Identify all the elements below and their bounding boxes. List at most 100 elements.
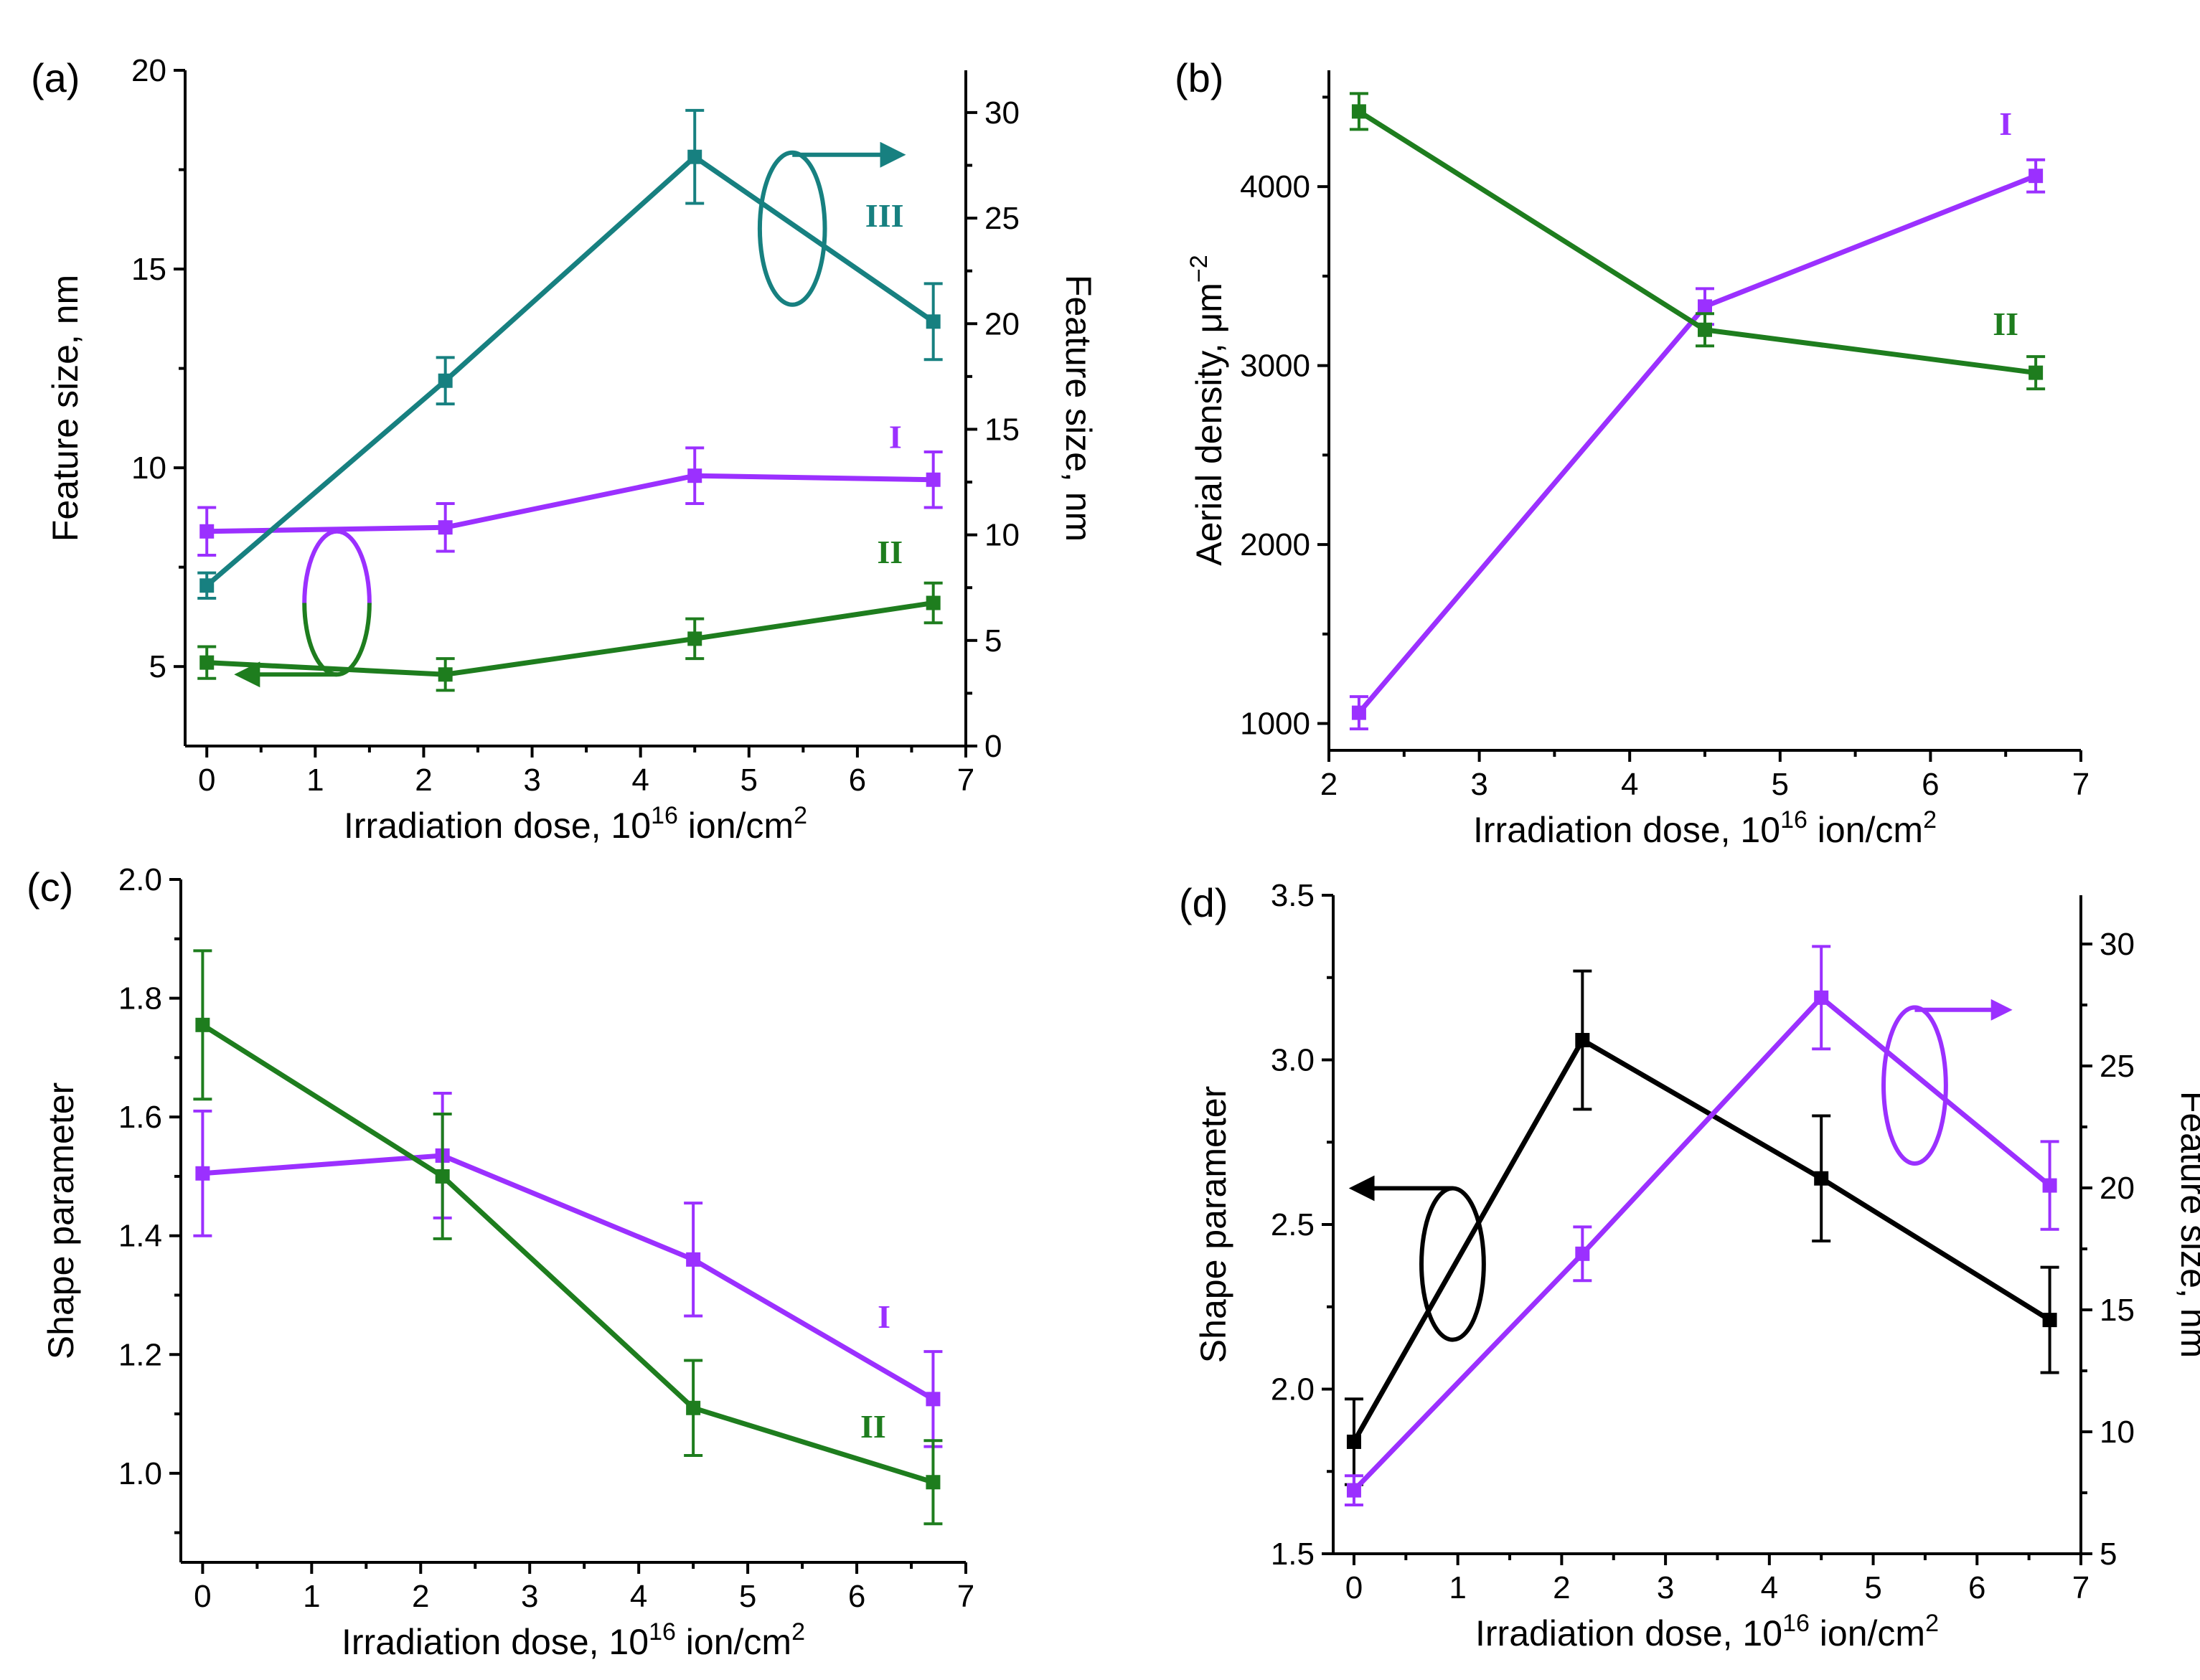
series-shape (1344, 969, 2059, 1486)
data-point (2029, 169, 2044, 184)
series-label: II (860, 1408, 886, 1445)
axis-annotation (1881, 999, 2013, 1166)
series-label: I (889, 418, 902, 455)
y-axis-title-sup: −2 (1185, 255, 1213, 283)
data-point (2029, 365, 2044, 380)
y-tick-label: 4000 (1240, 169, 1310, 204)
series-label: III (865, 197, 904, 234)
x-axis-title-unit-sup: 2 (1925, 1610, 1939, 1637)
series-label: II (1993, 306, 2018, 342)
y-tick-label: 2.5 (1271, 1207, 1315, 1242)
data-point (195, 1017, 210, 1032)
x-tick-label: 7 (2072, 767, 2089, 802)
panel-a: 0 1 2 3 4 5 6 7 5 10 15 20 0 5 10 15 20 25 30 Irradiation d… (31, 53, 1099, 846)
x-tick-label: 2 (412, 1579, 429, 1614)
series-label: I (1999, 105, 2012, 142)
y-tick-label: 20 (131, 53, 166, 88)
y-axis-title-text: Feature size, nm (45, 275, 85, 542)
y-right-axis-title: Feature size, nm (2173, 1091, 2200, 1358)
x-tick-label: 3 (521, 1579, 538, 1614)
x-axis-title-sup: 16 (651, 802, 678, 829)
x-tick-label: 2 (415, 763, 432, 798)
series-line (1357, 173, 2037, 714)
data-point (686, 1400, 701, 1415)
panel-c: 0 1 2 3 4 5 6 7 1.0 1.2 1.4 1.6 1.8 2.0 Irradiation do… (27, 862, 974, 1662)
data-point (199, 524, 215, 539)
y-tick-label: 5 (149, 649, 166, 684)
series-line (207, 600, 934, 677)
axis-annotation (1348, 1175, 1486, 1342)
x-axis-title-sup: 16 (1780, 806, 1808, 834)
x-tick-label: 4 (631, 763, 649, 798)
y-axis-title-text: Shape parameter (1193, 1086, 1233, 1363)
series-label: II (877, 534, 903, 570)
y-right-tick-label: 15 (984, 412, 1020, 447)
data-point (1351, 104, 1366, 119)
data-point (1351, 705, 1366, 720)
y-axis-title: Feature size, nm (45, 275, 85, 542)
data-point (2042, 1178, 2057, 1193)
x-axis-title: Irradiation dose, 1016 ion/cm2 (1475, 1610, 1939, 1653)
x-tick-label: 5 (1864, 1570, 1881, 1605)
series-I: I (1349, 105, 2046, 731)
series-I: I (197, 418, 943, 557)
y-right-tick-label: 10 (2100, 1415, 2135, 1450)
x-tick-label: 3 (1470, 767, 1487, 802)
x-tick-label: 7 (2072, 1570, 2089, 1605)
data-point (687, 468, 702, 483)
y-right-tick-label: 15 (2100, 1293, 2135, 1328)
panel-label: (d) (1179, 880, 1228, 925)
y-axis-title: Aerial density, μm−2 (1185, 255, 1229, 565)
data-point (1698, 299, 1712, 314)
data-point (1814, 1171, 1829, 1186)
series-line (1351, 1037, 2051, 1443)
y-tick-label: 3.0 (1271, 1043, 1315, 1078)
panel-b: 2 3 4 5 6 7 1000 2000 3000 4000 Irradiation dose, … (1175, 55, 2089, 850)
series-line (205, 154, 935, 587)
x-axis-title-text: Irradiation dose, 10 (342, 1622, 649, 1662)
data-point (199, 655, 215, 670)
x-axis-title-unit-sup: 2 (794, 802, 807, 829)
x-tick-label: 7 (957, 763, 974, 798)
annotation-ellipse-top (302, 529, 372, 603)
x-tick-label: 5 (741, 763, 758, 798)
series-size (1344, 945, 2059, 1506)
panel-label: (a) (31, 55, 80, 100)
y-tick-label: 10 (131, 450, 166, 486)
data-point (1346, 1434, 1361, 1449)
panel-d: 0 1 2 3 4 5 6 7 1.5 2.0 2.5 3.0 3.5 5 10 15 20 25 30 Irradi… (1179, 878, 2200, 1653)
y-right-axis-title: Feature size, nm (1058, 275, 1099, 542)
x-tick-label: 1 (1449, 1570, 1466, 1605)
data-point (687, 149, 702, 164)
y-tick-label: 2.0 (118, 862, 162, 897)
series-label: I (878, 1298, 890, 1335)
data-point (438, 520, 453, 535)
x-axis-title-unit-sup: 2 (791, 1618, 805, 1646)
y-tick-label: 1.4 (118, 1219, 162, 1254)
y-right-tick-label: 20 (984, 306, 1020, 341)
y-tick-label: 3.5 (1271, 878, 1315, 913)
data-point (687, 631, 702, 646)
y-right-tick-label: 20 (2100, 1171, 2135, 1206)
data-point (926, 1475, 941, 1490)
x-tick-label: 4 (1621, 767, 1638, 802)
x-tick-label: 7 (957, 1579, 974, 1614)
y-tick-label: 3000 (1240, 349, 1310, 384)
y-right-tick-label: 30 (984, 95, 1020, 131)
x-axis-title-unit: ion/cm (678, 806, 794, 846)
data-point (1575, 1246, 1590, 1261)
y-right-tick-label: 10 (984, 518, 1020, 553)
data-point (435, 1169, 450, 1184)
axis-annotation (757, 141, 906, 307)
x-tick-label: 3 (1657, 1570, 1674, 1605)
y-tick-label: 1.6 (118, 1100, 162, 1135)
x-axis-title-sup: 16 (1782, 1610, 1810, 1637)
y-axis-title-text: Aerial density, μm (1189, 283, 1229, 566)
y-tick-label: 2.0 (1271, 1372, 1315, 1407)
x-tick-label: 2 (1320, 767, 1338, 802)
data-point (686, 1252, 701, 1267)
x-tick-label: 3 (523, 763, 540, 798)
series-III: III (197, 108, 943, 600)
x-axis-title-sup: 16 (649, 1618, 676, 1646)
